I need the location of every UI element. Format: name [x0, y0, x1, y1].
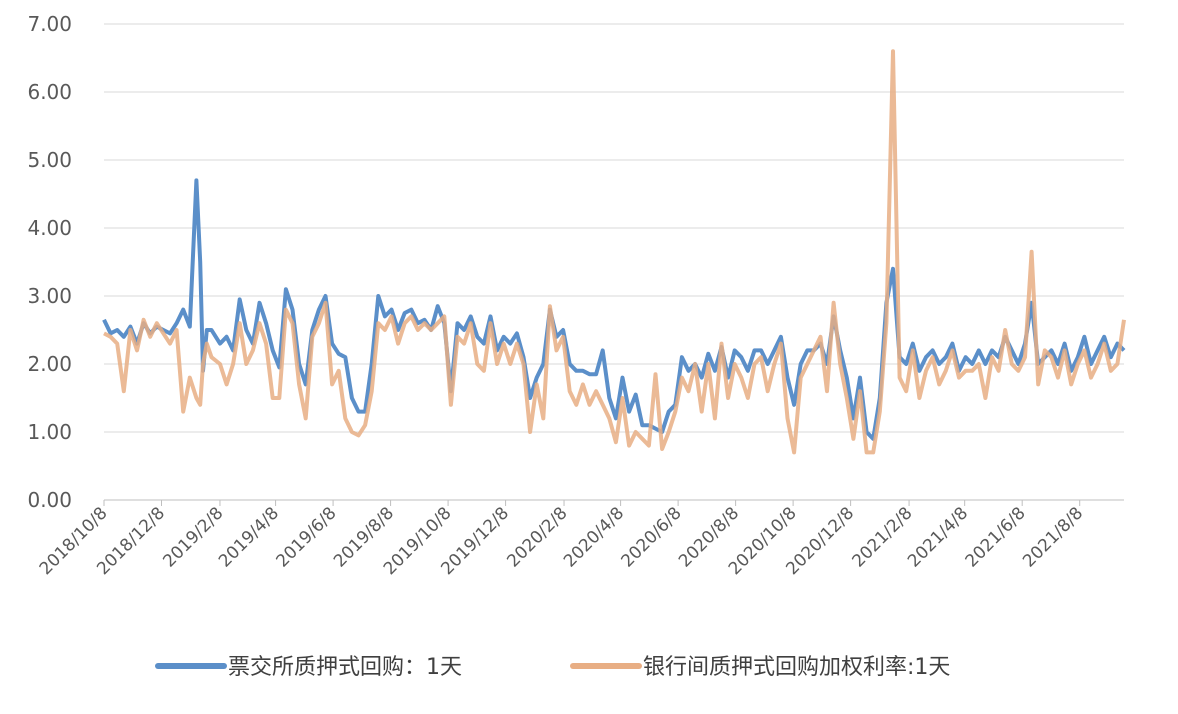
legend-label: 银行间质押式回购加权利率:1天 — [643, 655, 950, 680]
x-tick-label: 2020/6/8 — [618, 503, 686, 571]
legend: 票交所质押式回购：1天 银行间质押式回购加权利率:1天 — [155, 655, 950, 680]
y-tick-label: 2.00 — [27, 352, 72, 376]
x-tick-label: 2019/2/8 — [159, 503, 227, 571]
y-tick-label: 6.00 — [27, 80, 72, 104]
y-tick-label: 4.00 — [27, 216, 72, 240]
gridlines — [104, 23, 1124, 501]
x-tick-label: 2021/2/8 — [848, 503, 916, 571]
y-tick-label: 7.00 — [27, 12, 72, 36]
x-tick-label: 2019/6/8 — [272, 503, 340, 571]
x-tick-label: 2019/4/8 — [215, 503, 283, 571]
series-line-interbank — [103, 49, 1126, 455]
legend-label: 票交所质押式回购：1天 — [228, 655, 462, 680]
y-tick-label: 3.00 — [27, 284, 72, 308]
x-tick-label: 2020/4/8 — [560, 503, 628, 571]
y-tick-label: 1.00 — [27, 420, 72, 444]
x-tick-label: 2021/4/8 — [904, 503, 972, 571]
series-line-piaojiaosuo — [102, 178, 1126, 441]
y-axis-tick-labels: 0.00 1.00 2.00 3.00 4.00 5.00 6.00 7.00 — [27, 12, 72, 512]
legend-item-piaojiaosuo: 票交所质押式回购：1天 — [155, 655, 462, 680]
x-tick-label: 2021/8/8 — [1019, 503, 1087, 571]
series-lines — [102, 49, 1126, 455]
x-tick-label: 2020/2/8 — [503, 503, 571, 571]
x-axis-tick-labels: 2018/10/82018/12/82019/2/82019/4/82019/6… — [36, 500, 1087, 579]
y-tick-label: 0.00 — [27, 488, 72, 512]
legend-item-interbank: 银行间质押式回购加权利率:1天 — [570, 655, 950, 680]
x-tick-label: 2021/6/8 — [962, 503, 1030, 571]
y-tick-label: 5.00 — [27, 148, 72, 172]
